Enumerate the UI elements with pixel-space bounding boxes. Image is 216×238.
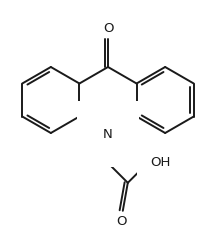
Text: O: O bbox=[117, 215, 127, 228]
Text: N: N bbox=[103, 128, 113, 140]
Text: OH: OH bbox=[151, 157, 171, 169]
Text: O: O bbox=[104, 22, 114, 35]
